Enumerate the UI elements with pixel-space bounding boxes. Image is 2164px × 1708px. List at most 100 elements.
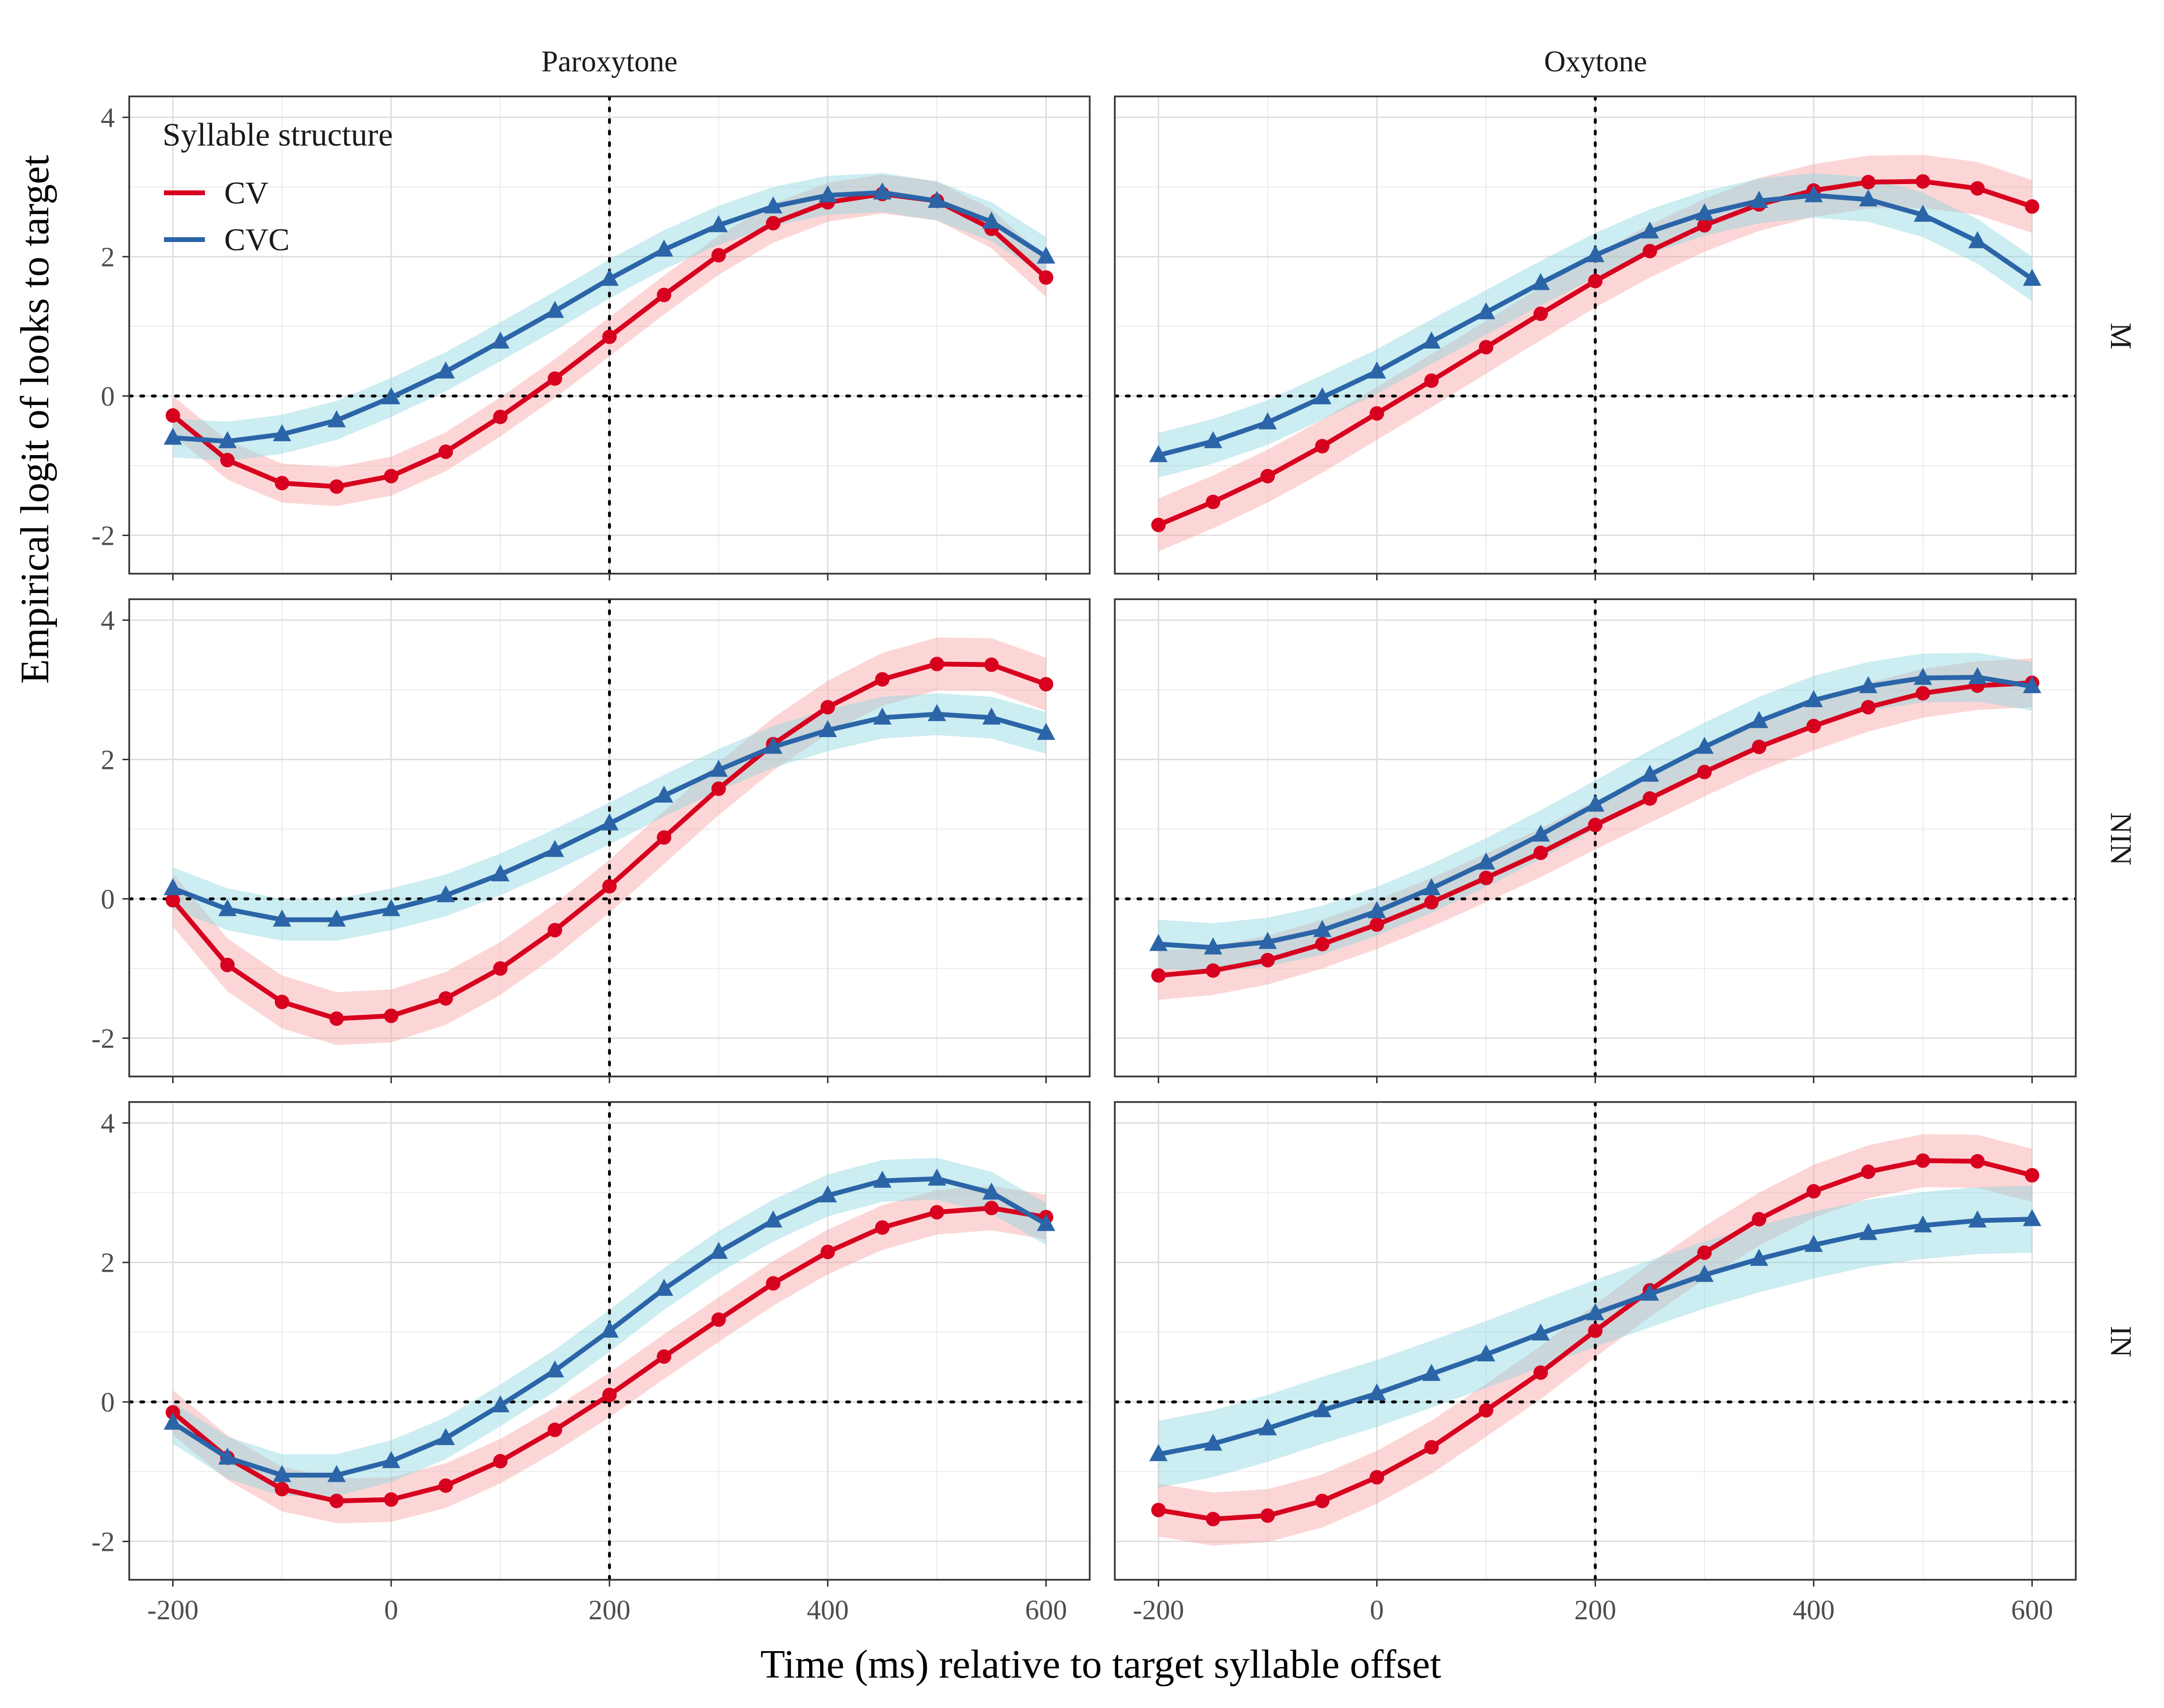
data-point-cvc — [1258, 931, 1277, 949]
data-point-cv — [820, 700, 835, 715]
data-point-cvc — [436, 1428, 455, 1445]
data-point-cv — [547, 371, 562, 386]
y-tick-label: 0 — [101, 1386, 115, 1418]
data-point-cv — [1205, 495, 1220, 510]
data-point-cv — [1970, 1154, 1985, 1169]
data-point-cvc — [1149, 445, 1168, 462]
data-point-cvc — [1859, 1223, 1878, 1240]
x-tick-label: 400 — [807, 1594, 849, 1626]
data-point-cv — [1369, 406, 1384, 421]
x-axis-title: Time (ms) relative to target syllable of… — [760, 1642, 1441, 1687]
data-point-cvc — [1750, 190, 1769, 208]
data-point-cvc — [1640, 765, 1659, 782]
data-point-cvc — [1204, 1433, 1222, 1451]
y-tick-label: -2 — [92, 1023, 115, 1054]
x-tick-label: -200 — [147, 1594, 198, 1626]
data-point-cv — [438, 444, 453, 459]
data-point-cv — [711, 248, 726, 263]
data-point-cv — [1642, 243, 1657, 258]
x-tick-label: 200 — [1574, 1594, 1616, 1626]
data-point-cv — [1915, 174, 1930, 189]
data-point-cvc — [982, 212, 1001, 229]
data-point-cvc — [1640, 1283, 1659, 1301]
data-point-cvc — [709, 760, 728, 777]
data-point-cv — [493, 409, 508, 424]
data-point-cvc — [1037, 1214, 1055, 1231]
panel-plot-area — [129, 599, 1090, 1076]
data-point-cv — [384, 1009, 399, 1023]
data-point-cvc — [1258, 1418, 1277, 1436]
data-point-cvc — [163, 1412, 182, 1430]
data-point-cvc — [1531, 273, 1550, 290]
data-point-cvc — [545, 301, 564, 318]
data-point-cvc — [1531, 1323, 1550, 1341]
data-point-cvc — [982, 1182, 1001, 1200]
data-point-cvc — [818, 1185, 837, 1203]
data-point-cvc — [545, 840, 564, 857]
panel-paroxytone-in: -2 0 2 4 -200 0 200 400 600 — [92, 1101, 1091, 1626]
data-point-cvc — [327, 410, 346, 428]
data-point-cvc — [382, 899, 401, 916]
panel-plot-area — [129, 96, 1090, 574]
data-point-cvc — [600, 1320, 619, 1338]
panel-plot-area — [1115, 1102, 2076, 1580]
data-point-cv — [165, 1405, 180, 1420]
data-point-cv — [1369, 1470, 1384, 1485]
data-point-cvc — [873, 707, 892, 725]
data-point-cvc — [1367, 901, 1386, 918]
data-point-cv — [274, 1481, 289, 1496]
column-label-paroxytone: Paroxytone — [541, 45, 677, 78]
data-point-cvc — [1313, 920, 1332, 937]
data-point-cv — [438, 1478, 453, 1493]
data-point-cv — [1861, 175, 1876, 189]
ribbon-cv — [1158, 155, 2032, 551]
data-point-cv — [984, 1200, 999, 1215]
data-point-cv — [1424, 373, 1439, 388]
data-point-cvc — [1586, 245, 1605, 262]
data-point-cvc — [1204, 431, 1222, 448]
data-point-cv — [657, 1349, 672, 1364]
data-point-cv — [1315, 937, 1330, 952]
data-point-cvc — [163, 878, 182, 896]
data-point-cv — [602, 879, 617, 894]
data-point-cvc — [1367, 1383, 1386, 1401]
row-label-in: IN — [2104, 1326, 2137, 1357]
data-point-cvc — [873, 182, 892, 200]
data-point-cv — [274, 476, 289, 491]
x-tick-label: 400 — [1793, 1594, 1835, 1626]
data-point-cvc — [1422, 878, 1441, 896]
data-point-cvc — [2023, 269, 2042, 286]
data-point-cvc — [1695, 737, 1714, 754]
data-point-cv — [1533, 306, 1548, 321]
data-point-cv — [1533, 846, 1548, 861]
data-point-cv — [329, 479, 344, 494]
data-point-cv — [711, 781, 726, 796]
data-point-cvc — [1804, 185, 1823, 202]
data-point-cv — [657, 287, 672, 302]
data-point-cv — [930, 1205, 945, 1220]
data-point-cvc — [436, 361, 455, 379]
data-point-cvc — [1586, 794, 1605, 812]
data-point-cvc — [764, 737, 783, 754]
data-point-cv — [657, 830, 672, 845]
row-label-nin: NIN — [2104, 812, 2137, 865]
data-point-cvc — [436, 885, 455, 902]
data-point-cv — [820, 1245, 835, 1260]
data-point-cv — [1533, 1365, 1548, 1380]
data-point-cv — [1205, 1512, 1220, 1527]
data-point-cv — [1915, 686, 1930, 701]
data-point-cvc — [709, 215, 728, 232]
y-tick-label: 2 — [101, 744, 115, 775]
data-point-cv — [1806, 1184, 1821, 1199]
data-point-cvc — [1477, 852, 1496, 870]
data-point-cv — [1642, 791, 1657, 806]
data-point-cv — [165, 893, 180, 908]
data-point-cvc — [928, 1169, 947, 1186]
data-point-cv — [875, 1220, 890, 1235]
data-point-cv — [1260, 953, 1275, 968]
x-tick-label: 600 — [1025, 1594, 1067, 1626]
data-point-cvc — [218, 899, 237, 916]
data-point-cv — [602, 329, 617, 344]
data-point-cvc — [1859, 189, 1878, 207]
